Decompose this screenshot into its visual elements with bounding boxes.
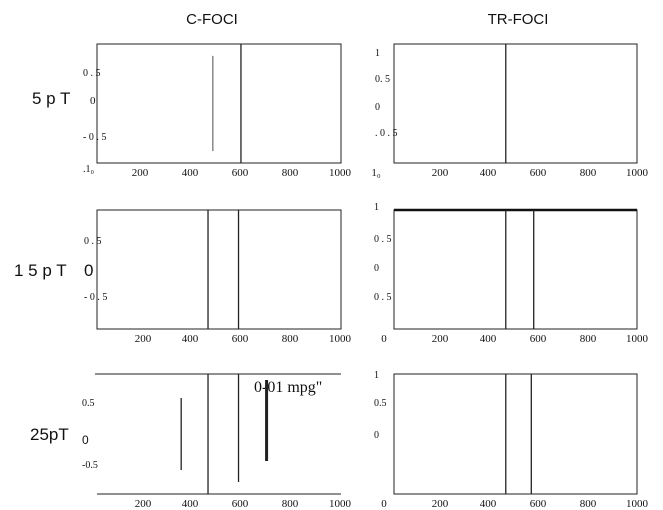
panel-frame (393, 373, 638, 495)
y-tick-label: 0 (374, 430, 379, 441)
x-tick-label: 1000 (626, 167, 649, 179)
x-tick-label: 600 (232, 167, 249, 179)
x-tick-label: 1000 (626, 498, 649, 510)
y-tick-label: 1 (374, 370, 379, 381)
panel-frame (393, 209, 638, 330)
x-tick-label: 0 (381, 498, 387, 510)
panel-c-foci-5pT: 200 400 600 800 1000 .1₀ - 0 . 5 0 . 5 (83, 43, 352, 179)
x-tick-label: 400 (480, 333, 497, 345)
x-tick-label: 1₀ (371, 167, 381, 179)
row-label-5pT: 5 p T (32, 89, 70, 108)
x-tick-label: 1000 (626, 333, 649, 345)
y-tick-label: 0 . 5 (374, 292, 392, 303)
x-tick-label: 1000 (329, 498, 352, 510)
x-tick-label: 400 (182, 167, 199, 179)
panel-tr-foci-15pT: 0 200 400 600 800 1000 1 0 . 5 0 0 . 5 (374, 202, 649, 345)
y-tick-label: 1 (375, 48, 380, 59)
annotation-text: 0-01 mpg" (254, 379, 322, 396)
x-tick-label: 800 (580, 333, 597, 345)
y-tick-label: 0 (374, 263, 379, 274)
column-title-tr-foci: TR-FOCI (488, 11, 549, 28)
y-tick-label: 0.5 (374, 398, 387, 409)
x-tick-label: 400 (182, 498, 199, 510)
y-tick-label: -0.5 (82, 460, 98, 471)
panel-frame (393, 43, 638, 164)
panel-c-foci-15pT: 200 400 600 800 1000 0 . 5 - 0 . 5 (84, 209, 352, 345)
x-tick-label: 1000 (329, 167, 352, 179)
x-tick-label: 400 (182, 333, 199, 345)
row-label-5pT-zero: 0 (90, 95, 96, 107)
row-label-15pT-zero: 0 (84, 261, 93, 280)
panel-tr-foci-5pT: 1₀ 200 400 600 800 1000 1 0. 5 0 . 0 . 5 (371, 43, 649, 179)
x-tick-label: 600 (530, 167, 547, 179)
x-tick-label: 600 (232, 333, 249, 345)
x-tick-label: 600 (530, 498, 547, 510)
x-tick-label: 200 (135, 498, 152, 510)
x-tick-label: 200 (132, 167, 149, 179)
column-title-c-foci: C-FOCI (186, 11, 238, 28)
chart-panels: 200 400 600 800 1000.1₀- 0 . 50 . 51₀ 200 400 6… (82, 43, 649, 510)
panel-c-foci-25pT: 200 400 600 800 1000 0.5 -0.5 (82, 373, 352, 510)
x-tick-label: 800 (282, 498, 299, 510)
x-tick-label: 200 (432, 333, 449, 345)
y-tick-label: 1 (374, 202, 379, 213)
y-tick-label: .1₀ (83, 164, 95, 175)
x-tick-label: 600 (232, 498, 249, 510)
row-label-25pT-zero: 0 (82, 433, 89, 447)
x-tick-label: 400 (480, 167, 497, 179)
y-tick-label: 0.5 (82, 398, 95, 409)
y-tick-label: 0 . 5 (84, 236, 102, 247)
panel-frame (96, 209, 342, 330)
row-label-15pT: 1 5 p T (14, 261, 67, 280)
y-tick-label: 0 . 5 (83, 68, 101, 79)
x-tick-label: 1000 (329, 333, 352, 345)
y-tick-label: 0. 5 (375, 74, 390, 85)
y-tick-label: . 0 . 5 (375, 128, 398, 139)
x-tick-label: 200 (135, 333, 152, 345)
x-tick-label: 600 (530, 333, 547, 345)
y-tick-label: - 0 . 5 (84, 292, 107, 303)
row-label-25pT: 25pT (30, 425, 69, 444)
y-tick-label: - 0 . 5 (83, 132, 106, 143)
panel-tr-foci-25pT: 0 200 400 600 800 1000 1 0.5 0 (374, 370, 649, 510)
x-tick-label: 800 (282, 167, 299, 179)
x-tick-label: 800 (580, 167, 597, 179)
y-tick-label: 0 (375, 102, 380, 113)
x-tick-label: 800 (282, 333, 299, 345)
y-tick-label: 0 . 5 (374, 234, 392, 245)
x-tick-label: 800 (580, 498, 597, 510)
x-tick-label: 400 (480, 498, 497, 510)
panel-frame (96, 43, 342, 164)
x-tick-label: 0 (381, 333, 387, 345)
x-tick-label: 200 (432, 498, 449, 510)
x-tick-label: 200 (432, 167, 449, 179)
